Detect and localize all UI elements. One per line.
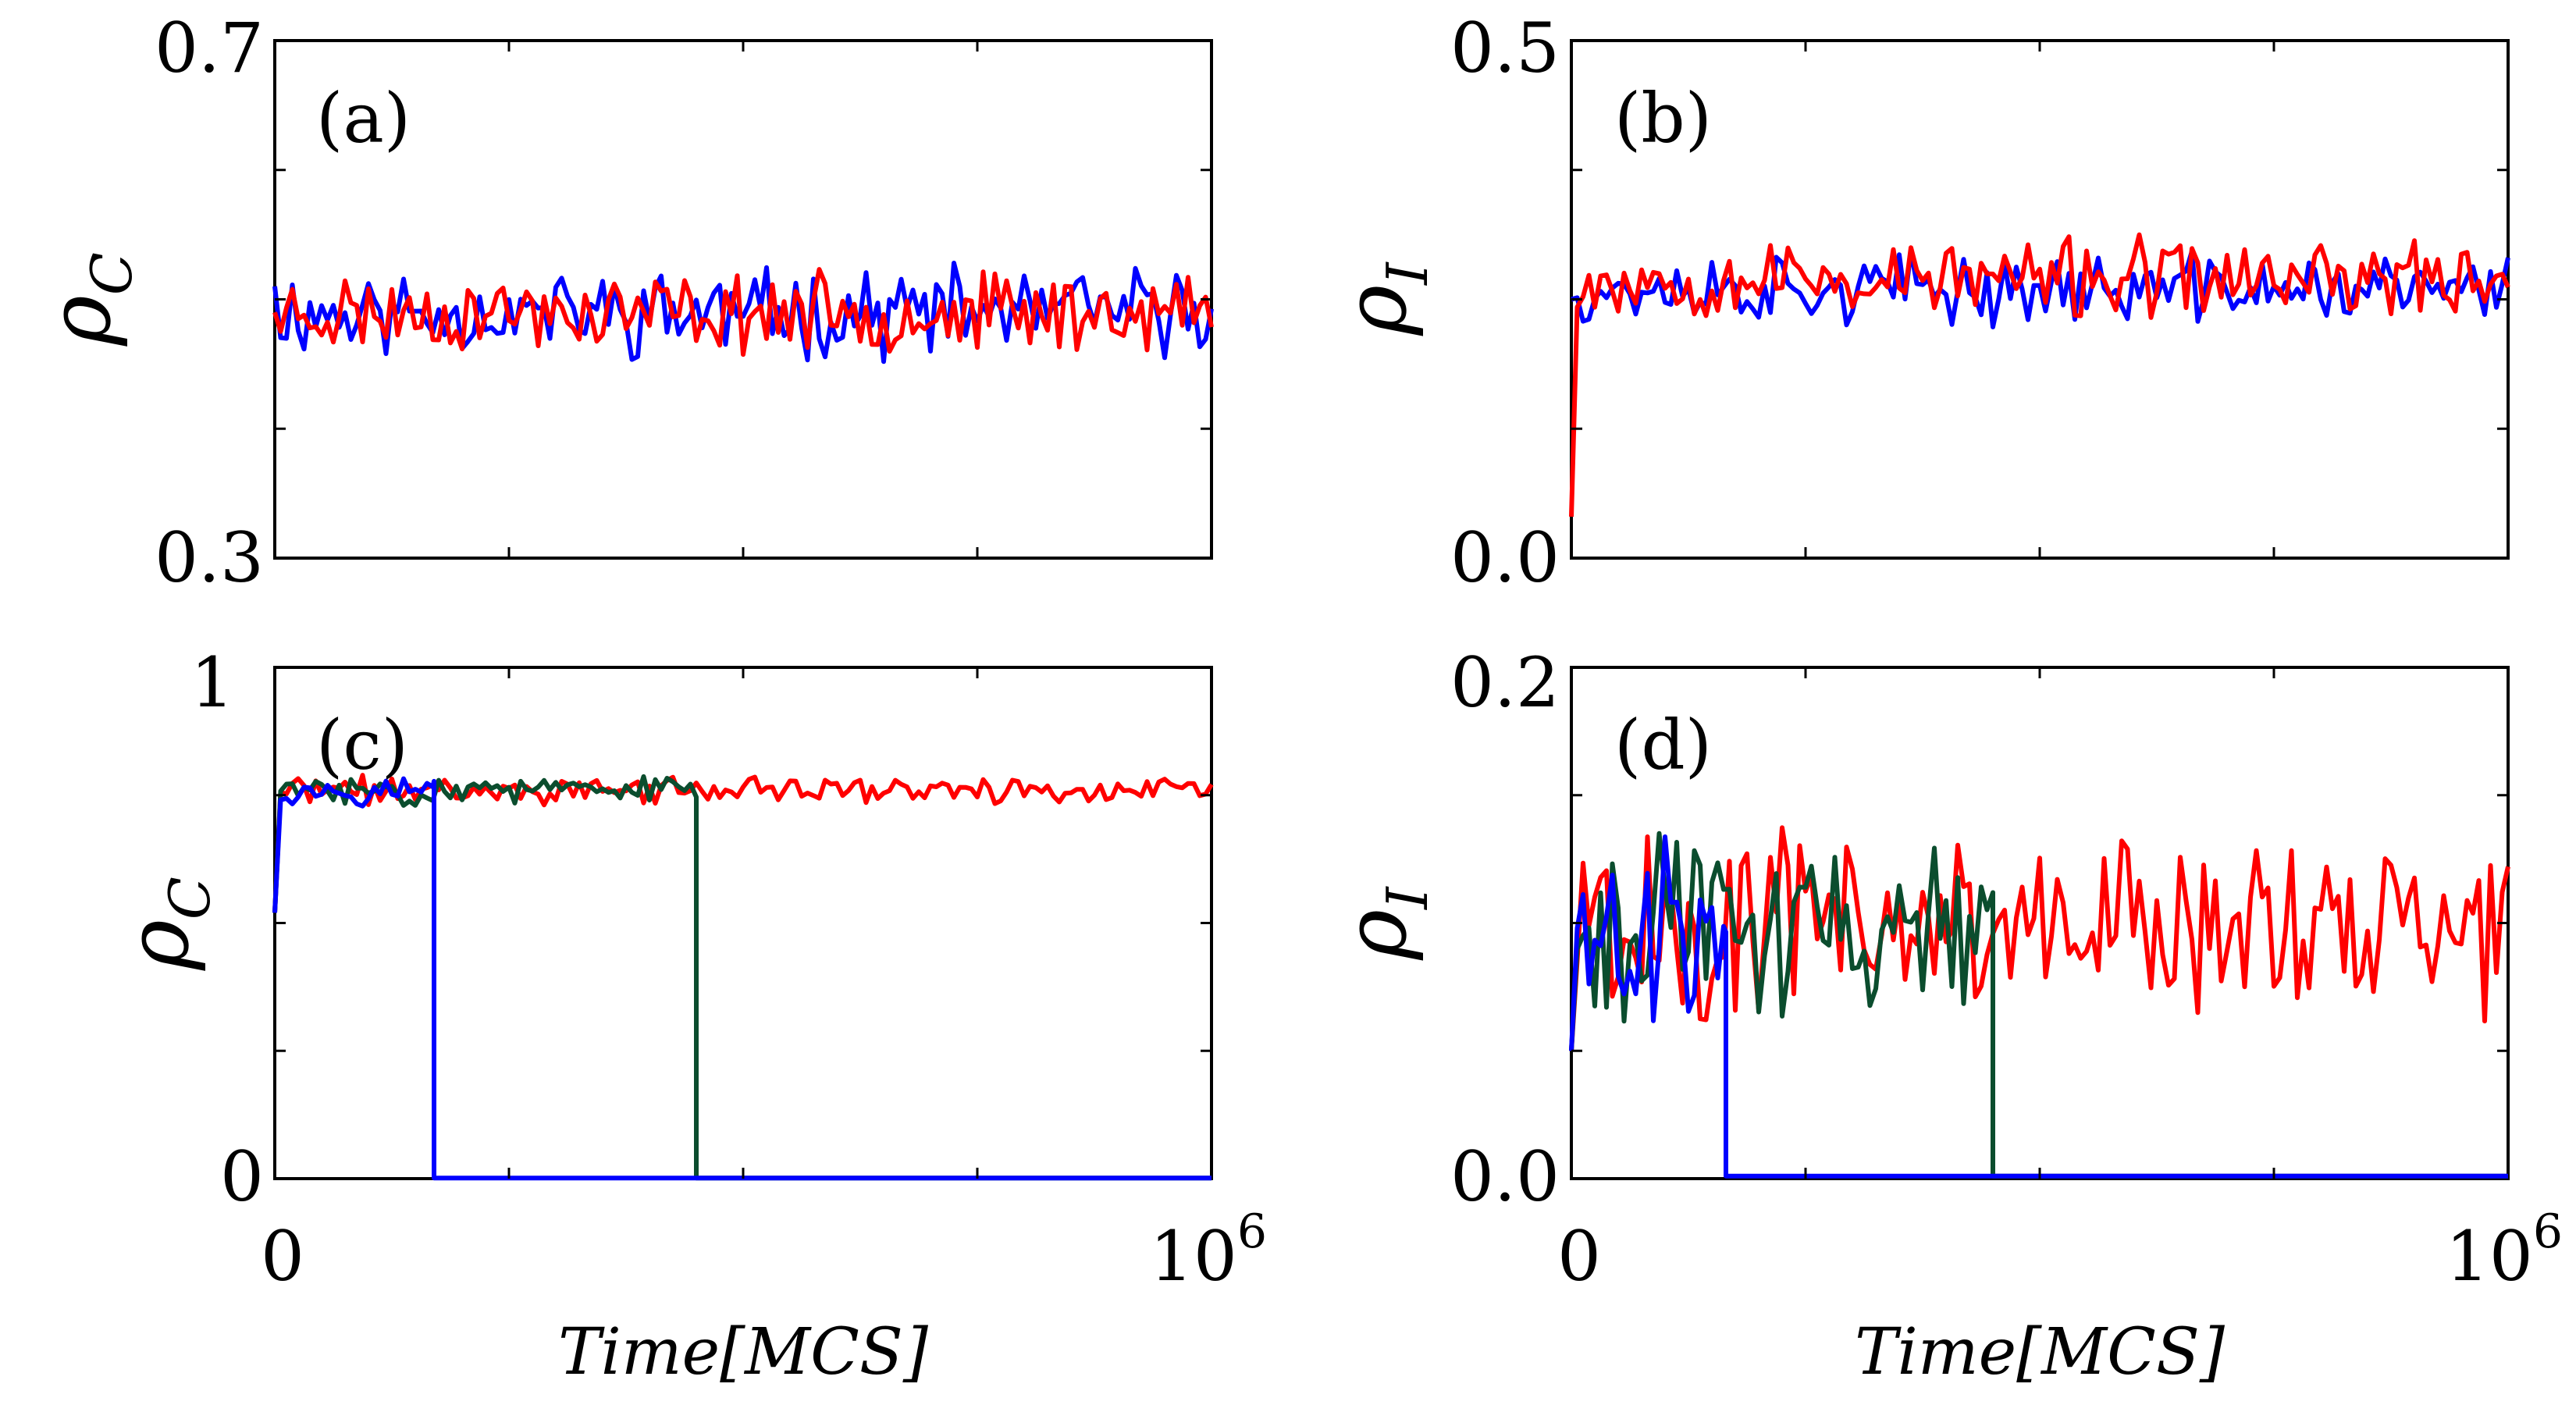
- panel-label-c: (c): [316, 705, 408, 785]
- y-tick-bottom-a: 0.3: [155, 518, 264, 598]
- x-tick-start-c: 0: [261, 1216, 304, 1297]
- panel-b: 0.5 0.0 (b) ρI: [1325, 8, 2510, 598]
- y-tick-bottom-d: 0.0: [1450, 1136, 1560, 1217]
- series-line-green-c: [272, 774, 1212, 1181]
- panel-c: 1 0 0 106 (c) ρC Time[MCS]: [108, 642, 1267, 1389]
- series-line-red-a: [272, 267, 1214, 357]
- panel-label-a: (a): [316, 78, 411, 158]
- y-tick-bottom-b: 0.0: [1450, 518, 1560, 598]
- x-tick-end-d: 106: [2446, 1204, 2563, 1297]
- y-axis-subscript-b: I: [1375, 261, 1440, 286]
- series-line-blue-c: [272, 776, 1212, 1181]
- x-axis-label-d: Time[MCS]: [1855, 1315, 2226, 1389]
- y-tick-top-a: 0.7: [155, 8, 264, 88]
- x-axis-label-c: Time[MCS]: [558, 1315, 929, 1389]
- y-axis-subscript-a: C: [79, 252, 144, 295]
- y-axis-subscript-d: I: [1375, 886, 1440, 911]
- panel-a: 0.7 0.3 (a) ρC: [30, 8, 1214, 598]
- series-line-green-d: [1569, 831, 2508, 1179]
- y-axis-label-a: ρC: [30, 252, 144, 347]
- x-tick-end-base-d: 10: [2446, 1216, 2533, 1297]
- y-tick-top-c: 1: [190, 642, 234, 723]
- y-axis-symbol-d: ρ: [1325, 909, 1425, 961]
- x-tick-end-base-c: 10: [1150, 1216, 1237, 1297]
- x-tick-end-c: 106: [1150, 1204, 1267, 1297]
- series-line-red-d: [1569, 825, 2510, 1051]
- y-axis-label-c: ρC: [108, 877, 222, 971]
- y-axis-symbol-b: ρ: [1325, 285, 1425, 336]
- y-tick-bottom-c: 0: [220, 1136, 264, 1217]
- x-tick-start-d: 0: [1557, 1216, 1601, 1297]
- series-line-red-c: [272, 773, 1214, 913]
- series-line-red-b: [1569, 232, 2510, 518]
- panel-d: 0.2 0.0 0 106 (d) ρI Time[MCS]: [1325, 642, 2563, 1389]
- series-line-blue-d: [1569, 834, 2508, 1179]
- y-axis-symbol-a: ρ: [30, 295, 130, 347]
- panel-label-d: (d): [1614, 705, 1712, 785]
- x-tick-end-exp-c: 6: [1237, 1204, 1267, 1259]
- y-tick-top-b: 0.5: [1450, 8, 1560, 88]
- plot-frame-c: [273, 666, 1213, 1180]
- y-axis-symbol-c: ρ: [108, 919, 208, 971]
- y-axis-label-b: ρI: [1325, 261, 1440, 336]
- x-tick-end-exp-d: 6: [2533, 1204, 2563, 1259]
- y-axis-subscript-c: C: [157, 877, 222, 919]
- series-line-blue-b: [1571, 248, 2510, 329]
- y-axis-label-d: ρI: [1325, 886, 1440, 961]
- y-tick-top-d: 0.2: [1450, 642, 1560, 723]
- panel-label-b: (b): [1614, 78, 1712, 158]
